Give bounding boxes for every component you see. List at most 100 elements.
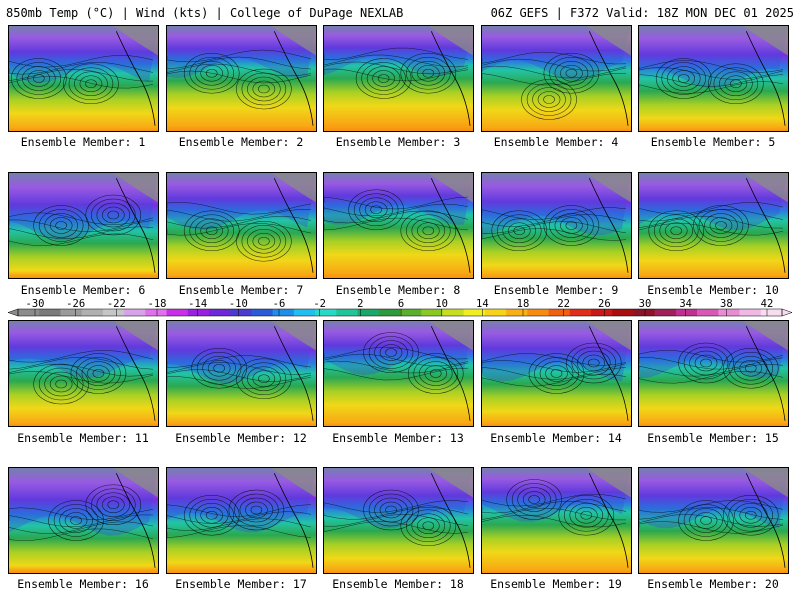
ensemble-member-label: Ensemble Member: 15 xyxy=(647,431,779,445)
colorbar-segment xyxy=(336,309,358,316)
ensemble-member-label: Ensemble Member: 14 xyxy=(490,431,622,445)
ensemble-member-label: Ensemble Member: 18 xyxy=(332,577,464,591)
ensemble-member-label: Ensemble Member: 19 xyxy=(490,577,622,591)
colorbar-segment xyxy=(124,309,146,316)
ensemble-member-label: Ensemble Member: 3 xyxy=(335,135,461,149)
colorbar-tick-label: -10 xyxy=(229,298,248,310)
ensemble-member-label: Ensemble Member: 12 xyxy=(175,431,307,445)
colorbar-tick-label: 18 xyxy=(517,298,530,310)
ensemble-member-map xyxy=(323,172,474,279)
colorbar-segment xyxy=(718,309,740,316)
colorbar-arrow-right xyxy=(781,308,792,317)
colorbar-segment xyxy=(463,309,486,316)
colorbar-segment xyxy=(209,309,231,316)
ensemble-member-map xyxy=(638,172,789,279)
colorbar-tick-label: 38 xyxy=(720,298,733,310)
ensemble-member-label: Ensemble Member: 11 xyxy=(17,431,149,445)
ensemble-member-map xyxy=(638,25,789,132)
ensemble-member-label: Ensemble Member: 9 xyxy=(493,283,619,297)
colorbar-segment xyxy=(81,309,104,316)
ensemble-member-map xyxy=(481,172,632,279)
colorbar-segment xyxy=(400,309,422,316)
colorbar-tick-label: 6 xyxy=(398,298,404,310)
colorbar-tick-label: -26 xyxy=(66,298,85,310)
colorbar-tick-label: 34 xyxy=(679,298,692,310)
colorbar-tick-label: 30 xyxy=(639,298,652,310)
model-run-info: 06Z GEFS | F372 Valid: 18Z MON DEC 01 20… xyxy=(490,6,794,20)
colorbar-segment xyxy=(102,309,125,316)
ensemble-member-map xyxy=(166,25,317,132)
colorbar-segment xyxy=(18,309,40,316)
colorbar-segment xyxy=(442,309,464,316)
ensemble-member-map xyxy=(166,172,317,279)
ensemble-member-label: Ensemble Member: 17 xyxy=(175,577,307,591)
colorbar-tick-label: 26 xyxy=(598,298,611,310)
colorbar-segment xyxy=(251,309,273,316)
colorbar-segment xyxy=(145,309,167,316)
colorbar-segment xyxy=(293,309,316,316)
ensemble-member-label: Ensemble Member: 16 xyxy=(17,577,149,591)
colorbar-segment xyxy=(760,309,783,316)
colorbar-segment xyxy=(697,309,719,316)
ensemble-member-map xyxy=(166,467,317,574)
colorbar-segment xyxy=(39,309,61,316)
colorbar-segment xyxy=(166,309,189,316)
colorbar-segment xyxy=(569,309,592,316)
map-title: 850mb Temp (°C) | Wind (kts) | College o… xyxy=(6,6,404,20)
colorbar-segment xyxy=(272,309,295,316)
ensemble-member-label: Ensemble Member: 2 xyxy=(178,135,304,149)
ensemble-member-label: Ensemble Member: 8 xyxy=(335,283,461,297)
colorbar-tick-label: 10 xyxy=(435,298,448,310)
colorbar-segment xyxy=(506,309,528,316)
colorbar-tick-label: 2 xyxy=(357,298,363,310)
colorbar-arrow-left xyxy=(8,308,19,317)
colorbar-tick-label: -22 xyxy=(107,298,126,310)
colorbar-tick-label: -30 xyxy=(26,298,45,310)
ensemble-member-map xyxy=(323,467,474,574)
colorbar-segment xyxy=(675,309,698,316)
ensemble-member-label: Ensemble Member: 5 xyxy=(650,135,776,149)
ensemble-member-map xyxy=(166,320,317,427)
ensemble-member-label: Ensemble Member: 1 xyxy=(20,135,146,149)
colorbar-segment xyxy=(230,309,252,316)
ensemble-member-map xyxy=(481,320,632,427)
ensemble-member-map xyxy=(638,467,789,574)
ensemble-member-map xyxy=(8,467,159,574)
ensemble-member-map xyxy=(323,320,474,427)
colorbar-tick-label: -2 xyxy=(313,298,326,310)
colorbar-segment xyxy=(378,309,401,316)
colorbar-segment xyxy=(739,309,762,316)
colorbar-segment xyxy=(633,309,655,316)
ensemble-member-label: Ensemble Member: 6 xyxy=(20,283,146,297)
ensemble-member-map xyxy=(8,25,159,132)
ensemble-member-label: Ensemble Member: 7 xyxy=(178,283,304,297)
ensemble-member-map xyxy=(8,172,159,279)
ensemble-member-label: Ensemble Member: 13 xyxy=(332,431,464,445)
colorbar-segment xyxy=(612,309,634,316)
colorbar-segment xyxy=(315,309,337,316)
ensemble-member-label: Ensemble Member: 20 xyxy=(647,577,779,591)
colorbar-tick-label: 42 xyxy=(761,298,774,310)
colorbar-segment xyxy=(591,309,613,316)
ensemble-member-label: Ensemble Member: 4 xyxy=(493,135,619,149)
colorbar-segment xyxy=(527,309,549,316)
colorbar-segment xyxy=(357,309,380,316)
colorbar-segment xyxy=(654,309,677,316)
colorbar-tick-label: 22 xyxy=(557,298,570,310)
colorbar-tick-label: -18 xyxy=(148,298,167,310)
colorbar-segment xyxy=(187,309,210,316)
ensemble-member-map xyxy=(481,25,632,132)
colorbar-segment xyxy=(484,309,507,316)
ensemble-member-map xyxy=(481,467,632,574)
colorbar-segment xyxy=(421,309,443,316)
colorbar-segment xyxy=(548,309,571,316)
colorbar-tick-label: 14 xyxy=(476,298,489,310)
ensemble-member-map xyxy=(638,320,789,427)
ensemble-member-map xyxy=(323,25,474,132)
ensemble-member-map xyxy=(8,320,159,427)
temperature-colorbar: -30 -26 -22 -18 -14 -10 -6 -2 2 6 10 14 18 22 26 30 34 38… xyxy=(8,298,792,317)
colorbar-segment xyxy=(60,309,82,316)
ensemble-member-label: Ensemble Member: 10 xyxy=(647,283,779,297)
colorbar-tick-label: -6 xyxy=(273,298,286,310)
colorbar-tick-label: -14 xyxy=(188,298,207,310)
